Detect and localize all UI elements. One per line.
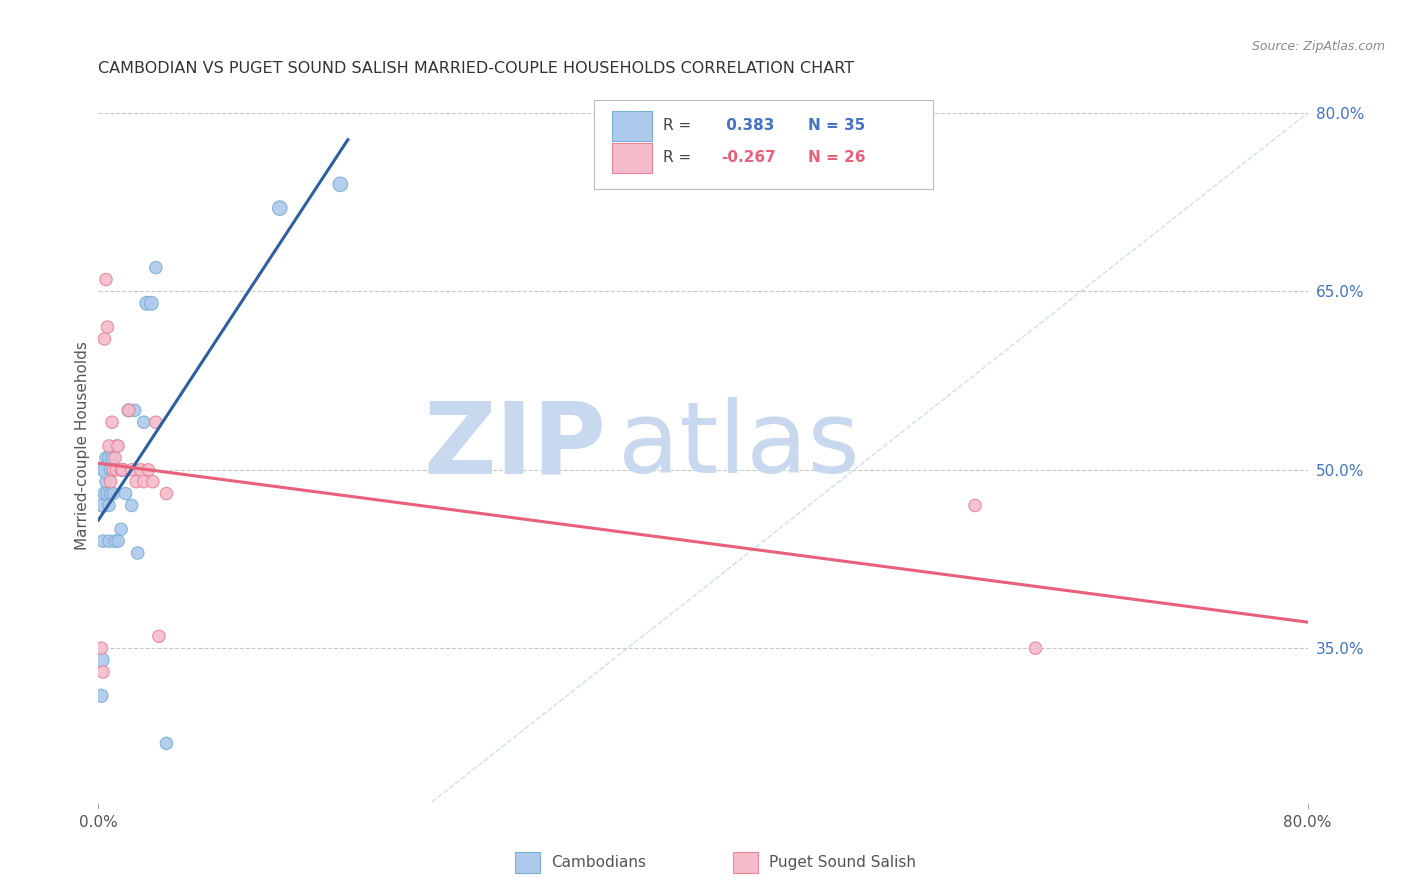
Text: ZIP: ZIP <box>423 398 606 494</box>
Point <box>93 486 115 500</box>
Point <box>965 499 987 513</box>
Point <box>98 439 121 453</box>
Point <box>101 415 124 429</box>
Point <box>98 499 121 513</box>
Text: Source: ZipAtlas.com: Source: ZipAtlas.com <box>1251 40 1385 54</box>
Text: Cambodians: Cambodians <box>551 855 647 870</box>
Point <box>100 463 122 477</box>
Point <box>1024 641 1046 656</box>
Point <box>118 403 141 417</box>
Point <box>135 296 157 310</box>
Point <box>103 463 125 477</box>
Point <box>96 320 118 334</box>
Y-axis label: Married-couple Households: Married-couple Households <box>75 342 90 550</box>
Point <box>91 665 114 679</box>
Point <box>96 486 118 500</box>
Point <box>111 463 134 477</box>
Point <box>100 475 122 489</box>
Text: -0.267: -0.267 <box>721 150 776 165</box>
Point <box>94 450 117 465</box>
Text: 0.383: 0.383 <box>721 118 775 133</box>
Point <box>132 475 155 489</box>
Point <box>118 403 141 417</box>
Point <box>93 463 115 477</box>
Point <box>329 178 352 192</box>
Point <box>121 499 143 513</box>
Point <box>96 463 118 477</box>
FancyBboxPatch shape <box>595 100 932 189</box>
Text: N = 26: N = 26 <box>808 150 866 165</box>
Text: R =: R = <box>664 150 696 165</box>
Point <box>100 486 122 500</box>
Point <box>90 641 112 656</box>
Point <box>93 332 115 346</box>
Point <box>103 463 125 477</box>
Point <box>110 463 132 477</box>
Point <box>145 260 167 275</box>
Point <box>114 486 136 500</box>
Point <box>269 201 291 215</box>
Point <box>105 439 128 453</box>
Text: atlas: atlas <box>619 398 860 494</box>
Point <box>91 499 114 513</box>
Point <box>124 403 146 417</box>
Point <box>98 450 121 465</box>
Point <box>125 475 148 489</box>
Point <box>155 736 177 750</box>
Bar <box>733 852 758 873</box>
Point <box>141 296 163 310</box>
Point <box>121 463 143 477</box>
Point <box>94 272 117 286</box>
Point <box>107 534 129 549</box>
Point <box>127 546 149 560</box>
Point <box>105 463 128 477</box>
Text: Puget Sound Salish: Puget Sound Salish <box>769 855 917 870</box>
Point <box>155 486 177 500</box>
Point <box>107 439 129 453</box>
Point <box>142 475 165 489</box>
Text: R =: R = <box>664 118 696 133</box>
Point <box>90 653 112 667</box>
FancyBboxPatch shape <box>613 111 652 141</box>
Point <box>104 450 127 465</box>
Bar <box>515 852 540 873</box>
Point <box>90 689 112 703</box>
Text: N = 35: N = 35 <box>808 118 866 133</box>
Point <box>94 475 117 489</box>
Point <box>91 534 114 549</box>
Point <box>104 534 127 549</box>
Point <box>132 415 155 429</box>
Point <box>129 463 152 477</box>
Point <box>98 534 121 549</box>
FancyBboxPatch shape <box>613 143 652 173</box>
Point <box>103 486 125 500</box>
Point <box>136 463 159 477</box>
Point <box>148 629 170 643</box>
Point <box>110 522 132 536</box>
Point <box>145 415 167 429</box>
Point <box>111 463 134 477</box>
Text: CAMBODIAN VS PUGET SOUND SALISH MARRIED-COUPLE HOUSEHOLDS CORRELATION CHART: CAMBODIAN VS PUGET SOUND SALISH MARRIED-… <box>98 61 855 76</box>
Point <box>101 450 124 465</box>
